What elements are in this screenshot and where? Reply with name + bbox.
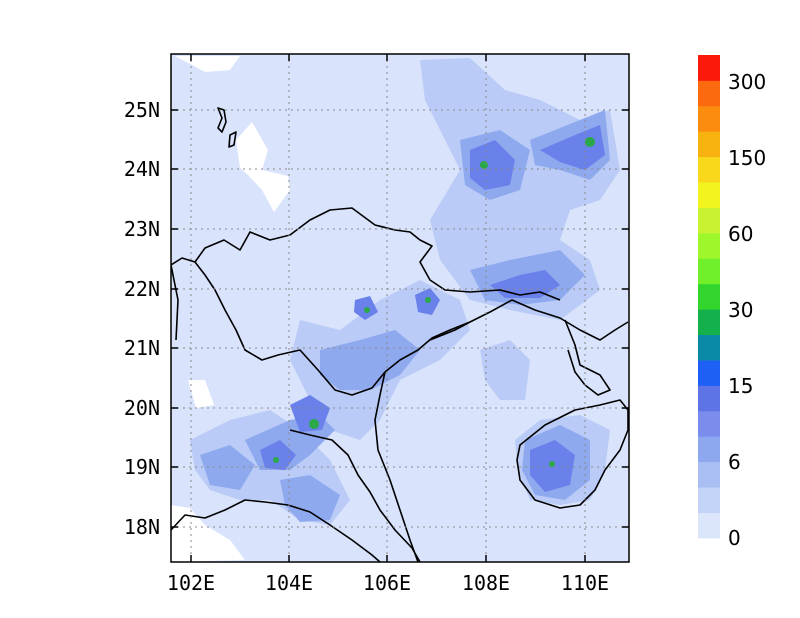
coastline-hainan (516, 399, 629, 509)
colorbar-label: 30 (728, 298, 753, 322)
colorbar-cell (698, 55, 720, 81)
y-tick-label: 22N (124, 277, 160, 301)
country-border (289, 429, 421, 562)
country-border (171, 207, 561, 301)
rain-max (540, 125, 605, 170)
coastline (429, 299, 629, 341)
colorbar-cell (698, 436, 720, 463)
colorbar-cell (698, 360, 720, 386)
no-data-patch (236, 122, 290, 212)
coastline-leizhou (564, 319, 611, 396)
colorbar-cell (698, 334, 720, 361)
x-tick-label: 106E (363, 571, 411, 595)
y-tick-label: 18N (124, 515, 160, 539)
colorbar-cell (698, 232, 720, 259)
colorbar-cell (698, 283, 720, 310)
y-tick-label: 25N (124, 98, 160, 122)
colorbar-cell (698, 309, 720, 336)
y-tick-label: 23N (124, 217, 160, 241)
rain-peak (480, 161, 488, 169)
x-tick-label: 108E (462, 571, 510, 595)
colorbar-cell (698, 80, 720, 107)
colorbar-cell (698, 410, 720, 437)
rain-max (260, 440, 296, 470)
country-border (171, 499, 381, 562)
rain-peak (549, 461, 555, 467)
y-tick-label: 19N (124, 455, 160, 479)
axis-ticks (171, 54, 629, 562)
x-tick-label: 102E (167, 571, 215, 595)
colorbar-label: 300 (728, 70, 766, 94)
colorbar-cell (698, 461, 720, 488)
x-tick-label: 104E (265, 571, 313, 595)
colorbar-label: 60 (728, 222, 753, 246)
colorbar-cells (698, 55, 720, 539)
colorbar-cell (698, 487, 720, 513)
colorbar-labels: 0 6 15 30 60 150 300 (728, 70, 766, 550)
rain-band (480, 340, 530, 400)
colorbar-cell (698, 131, 720, 158)
colorbar-cell (698, 182, 720, 208)
colorbar: 0 6 15 30 60 150 300 (698, 55, 766, 550)
colorbar-cell (698, 512, 720, 539)
colorbar-cell (698, 207, 720, 234)
y-tick-label: 20N (124, 396, 160, 420)
colorbar-cell (698, 156, 720, 183)
rain-max (490, 270, 560, 298)
island-outline (217, 107, 227, 133)
island-outline (228, 131, 237, 148)
y-tick-label: 24N (124, 157, 160, 181)
colorbar-cell (698, 105, 720, 132)
country-border (194, 261, 471, 396)
rain-core (320, 330, 420, 390)
rain-max (290, 395, 330, 432)
colorbar-label: 6 (728, 450, 741, 474)
rain-core (280, 475, 340, 522)
rain-max (470, 140, 515, 190)
rain-peak (364, 307, 370, 313)
country-border (171, 264, 179, 341)
rain-peak (273, 457, 279, 463)
rain-peak (585, 137, 595, 147)
coastline (374, 371, 419, 562)
colorbar-label: 15 (728, 374, 753, 398)
no-data-patch (171, 505, 245, 562)
x-tick-labels: 102E 104E 106E 108E 110E (167, 571, 609, 595)
rain-peak (425, 297, 431, 303)
y-tick-label: 21N (124, 336, 160, 360)
colorbar-label: 0 (728, 526, 741, 550)
rain-peak (309, 419, 319, 429)
no-data-patch (188, 380, 214, 408)
y-tick-labels: 18N 19N 20N 21N 22N 23N 24N 25N (124, 98, 160, 539)
x-tick-label: 110E (561, 571, 609, 595)
colorbar-cell (698, 385, 720, 412)
map-frame (170, 53, 630, 563)
precipitation-contours (171, 54, 629, 562)
colorbar-cell (698, 258, 720, 285)
rain-core (200, 445, 255, 490)
colorbar-label: 150 (728, 146, 766, 170)
map-panel: 102E 104E 106E 108E 110E 18N 19N 20N 21N… (124, 53, 630, 595)
graticule (171, 54, 629, 562)
coastlines-and-borders (171, 107, 629, 562)
